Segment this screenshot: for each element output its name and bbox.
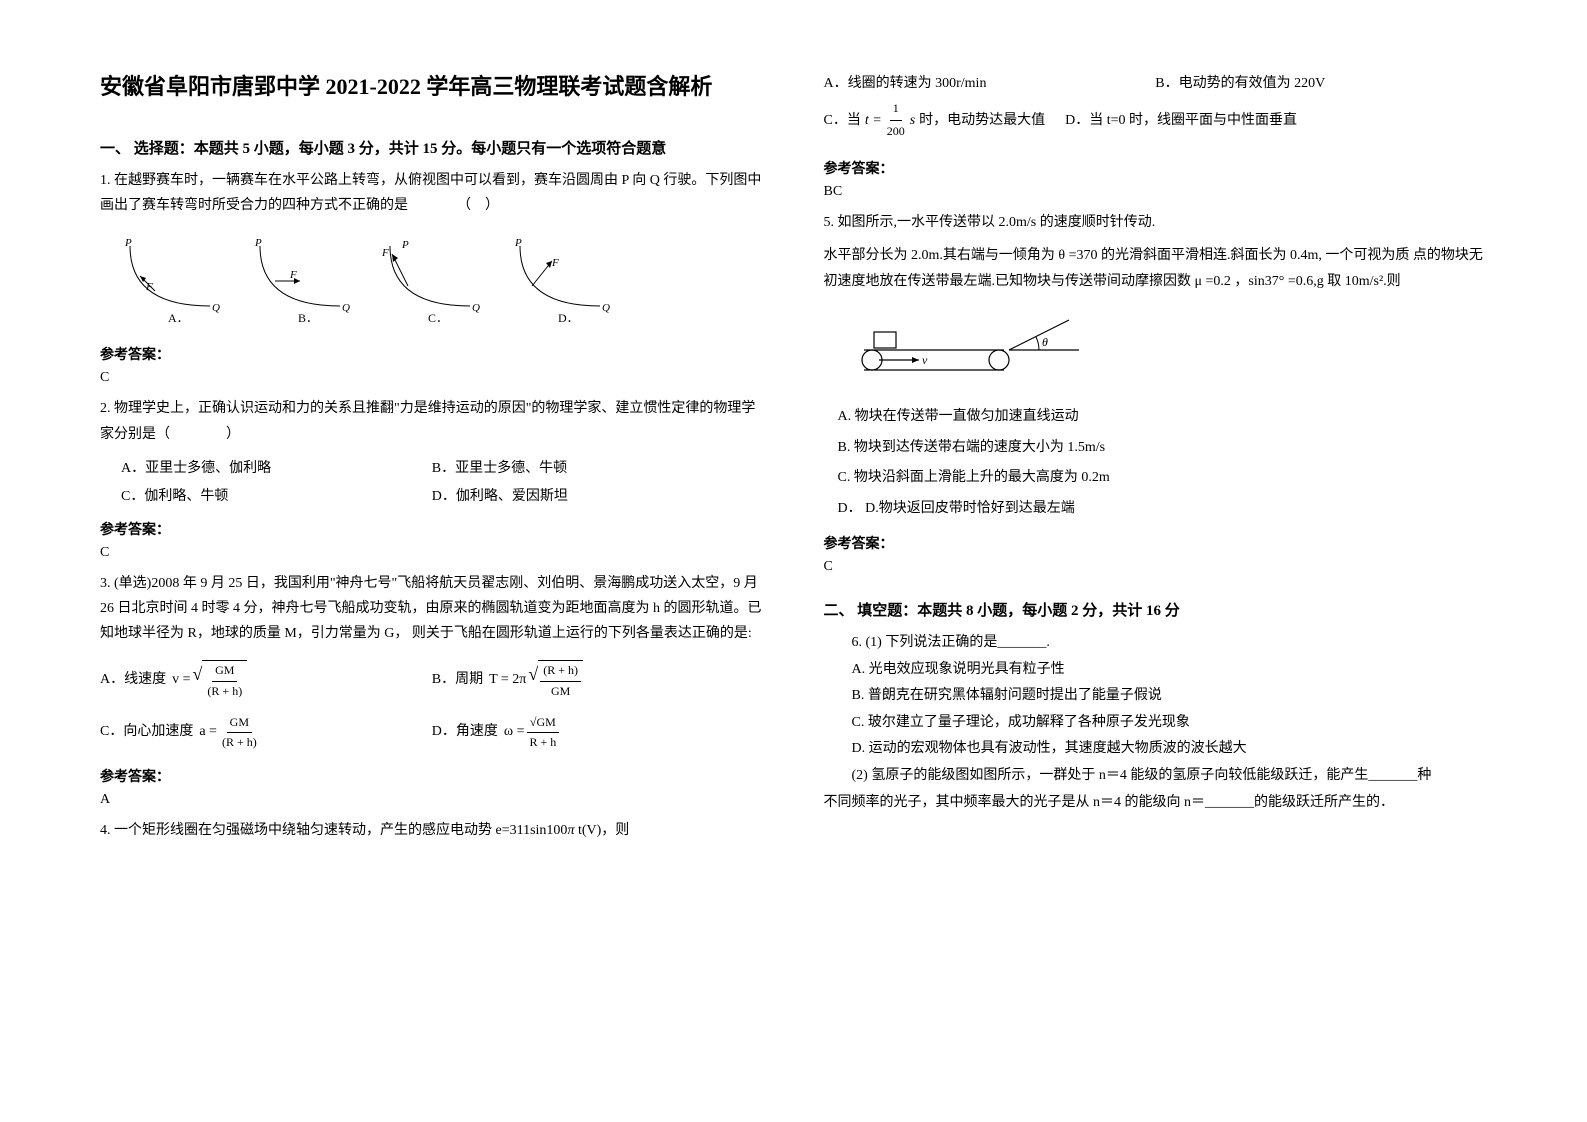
q4-optC-den: 200	[884, 121, 908, 143]
svg-text:θ: θ	[1042, 335, 1048, 349]
q1-answer: C	[100, 370, 764, 386]
q6-optA: A. 光电效应现象说明光具有粒子性	[824, 657, 1488, 684]
q1-diagram-a: P Q F A．	[120, 236, 230, 326]
svg-text:Q: Q	[472, 302, 480, 314]
q3-labelC: C．向心加速度	[100, 721, 193, 743]
q2-optB: B．亚里士多德、牛顿	[432, 455, 764, 483]
q4-optB: B．电动势的有效值为 220V	[1155, 70, 1487, 98]
q5-optC: C. 物块沿斜面上滑能上升的最大高度为 0.2m	[824, 463, 1488, 494]
q3-labelB: B．周期	[432, 669, 483, 691]
q5-answer: C	[824, 559, 1488, 575]
q6-line2a: (2) 氢原子的能级图如图所示，一群处于 n＝4 能级的氢原子向较低能级跃迁，能…	[824, 763, 1488, 790]
q3-labelA: A．线速度	[100, 669, 166, 691]
q5-belt-diagram: v θ	[844, 312, 1104, 392]
q3-fA-lhs: v =	[172, 669, 190, 691]
q6-optC: C. 玻尔建立了量子理论，成功解释了各种原子发光现象	[824, 710, 1488, 737]
svg-text:F: F	[381, 247, 389, 259]
q3-fC-lhs: a =	[199, 721, 217, 743]
q4-optD: D．当 t=0 时，线圈平面与中性面垂直	[1065, 108, 1297, 133]
q2-row2: C．伽利略、牛顿 D．伽利略、爱因斯坦	[100, 483, 764, 511]
svg-text:F: F	[289, 269, 297, 281]
q2-optD: D．伽利略、爱因斯坦	[432, 483, 764, 511]
q4-text-b: t(V)，则	[574, 823, 629, 838]
svg-text:F: F	[551, 257, 559, 269]
q4-answer: BC	[824, 184, 1488, 200]
q6-line1: 6. (1) 下列说法正确的是_______.	[824, 630, 1488, 657]
q3-fA-den: (R + h)	[204, 682, 245, 701]
q4-row2: C．当 t = 1200 s 时，电动势达最大值 D．当 t=0 时，线圈平面与…	[824, 98, 1488, 142]
q5-line1: 5. 如图所示,一水平传送带以 2.0m/s 的速度顺时针传动.	[824, 210, 1488, 235]
svg-text:Q: Q	[212, 302, 220, 314]
q3-formula-row1: A．线速度 v = √ GM(R + h) B．周期 T = 2π √ (R +…	[100, 660, 764, 700]
q3-optC: C．向心加速度 a = GM(R + h)	[100, 713, 432, 752]
svg-text:D．: D．	[558, 311, 579, 325]
q3-answer-label: 参考答案：	[100, 766, 764, 786]
q1-answer-label: 参考答案：	[100, 344, 764, 364]
svg-text:v: v	[922, 353, 928, 367]
q3-text: 3. (单选)2008 年 9 月 25 日，我国利用"神舟七号"飞船将航天员翟…	[100, 571, 764, 647]
q1-text: 1. 在越野赛车时，一辆赛车在水平公路上转弯，从俯视图中可以看到，赛车沿圆周由 …	[100, 168, 764, 218]
q3-optB: B．周期 T = 2π √ (R + h)GM	[432, 660, 764, 700]
q3-fA-num: GM	[212, 661, 237, 681]
svg-text:C．: C．	[428, 311, 448, 325]
q2-text: 2. 物理学史上，正确认识运动和力的关系且推翻"力是维持运动的原因"的物理学家、…	[100, 396, 764, 446]
q4-optC-s: s	[910, 108, 915, 133]
svg-text:B．: B．	[298, 311, 318, 325]
section1-header: 一、 选择题：本题共 5 小题，每小题 3 分，共计 15 分。每小题只有一个选…	[100, 137, 764, 158]
q4-answer-label: 参考答案：	[824, 158, 1488, 178]
q4-text-a: 4. 一个矩形线圈在匀强磁场中绕轴匀速转动，产生的感应电动势 e=311sin1…	[100, 823, 567, 838]
q3-fB-den: GM	[548, 682, 573, 701]
q1-diagram-b: P Q F B．	[250, 236, 360, 326]
left-column: 安徽省阜阳市唐郢中学 2021-2022 学年高三物理联考试题含解析 一、 选择…	[100, 70, 764, 1052]
q4-optC-a: C．当	[824, 108, 861, 133]
q6-block: 6. (1) 下列说法正确的是_______. A. 光电效应现象说明光具有粒子…	[824, 630, 1488, 790]
q1-diagram-d: P Q F D．	[510, 236, 620, 326]
q5-optD: D． D.物块返回皮带时恰好到达最左端	[824, 494, 1488, 525]
svg-text:P: P	[401, 239, 409, 251]
q2-row1: A．亚里士多德、伽利略 B．亚里士多德、牛顿	[100, 455, 764, 483]
q6-line2b: 不同频率的光子，其中频率最大的光子是从 n＝4 的能级向 n＝_______的能…	[824, 790, 1488, 817]
q6-optB: B. 普朗克在研究黑体辐射问题时提出了能量子假说	[824, 683, 1488, 710]
q3-optD: D．角速度 ω = √GMR + h	[432, 713, 764, 752]
q3-fB-num: (R + h)	[540, 661, 581, 681]
svg-text:P: P	[514, 237, 522, 249]
q6-optD: D. 运动的宏观物体也具有波动性，其速度越大物质波的波长越大	[824, 736, 1488, 763]
q2-answer-label: 参考答案：	[100, 519, 764, 539]
right-column: A．线圈的转速为 300r/min B．电动势的有效值为 220V C．当 t …	[824, 70, 1488, 1052]
q3-fC-den: (R + h)	[219, 733, 260, 752]
svg-text:Q: Q	[342, 302, 350, 314]
q4-optC-t: t =	[865, 108, 882, 133]
q1-diagrams: P Q F A． P Q F B． P Q	[100, 236, 764, 326]
q1-diagram-c: P Q F C．	[380, 236, 490, 326]
q3-answer: A	[100, 792, 764, 808]
svg-text:A．: A．	[168, 311, 189, 325]
q3-fC-num: GM	[227, 713, 252, 733]
svg-text:Q: Q	[602, 302, 610, 314]
q5-optA: A. 物块在传送带一直做匀加速直线运动	[824, 402, 1488, 433]
q4-text: 4. 一个矩形线圈在匀强磁场中绕轴匀速转动，产生的感应电动势 e=311sin1…	[100, 818, 764, 843]
exam-title: 安徽省阜阳市唐郢中学 2021-2022 学年高三物理联考试题含解析	[100, 70, 764, 103]
q3-fD-lhs: ω =	[504, 721, 525, 743]
svg-text:P: P	[254, 237, 262, 249]
q3-formula-row2: C．向心加速度 a = GM(R + h) D．角速度 ω = √GMR + h	[100, 713, 764, 752]
q3-fD-den: R + h	[527, 733, 560, 752]
q5-options: A. 物块在传送带一直做匀加速直线运动 B. 物块到达传送带右端的速度大小为 1…	[824, 402, 1488, 525]
section2-header: 二、 填空题：本题共 8 小题，每小题 2 分，共计 16 分	[824, 599, 1488, 620]
q2-optC: C．伽利略、牛顿	[100, 483, 432, 511]
q5-line2: 水平部分长为 2.0m.其右端与一倾角为 θ =370 的光滑斜面平滑相连.斜面…	[824, 243, 1488, 293]
q3-labelD: D．角速度	[432, 721, 498, 743]
q4-optC-num: 1	[890, 98, 902, 121]
q4-optC-b: 时，电动势达最大值	[919, 108, 1045, 133]
q3-optA: A．线速度 v = √ GM(R + h)	[100, 660, 432, 700]
q4-optA: A．线圈的转速为 300r/min	[824, 70, 1156, 98]
svg-text:P: P	[124, 237, 132, 249]
q3-fD-num: √GM	[527, 713, 559, 733]
q5-answer-label: 参考答案：	[824, 533, 1488, 553]
q2-answer: C	[100, 545, 764, 561]
q5-optB: B. 物块到达传送带右端的速度大小为 1.5m/s	[824, 433, 1488, 464]
q3-fB-lhs: T = 2π	[489, 669, 526, 691]
svg-text:F: F	[145, 281, 153, 293]
q2-optA: A．亚里士多德、伽利略	[100, 455, 432, 483]
q4-row1: A．线圈的转速为 300r/min B．电动势的有效值为 220V	[824, 70, 1488, 98]
